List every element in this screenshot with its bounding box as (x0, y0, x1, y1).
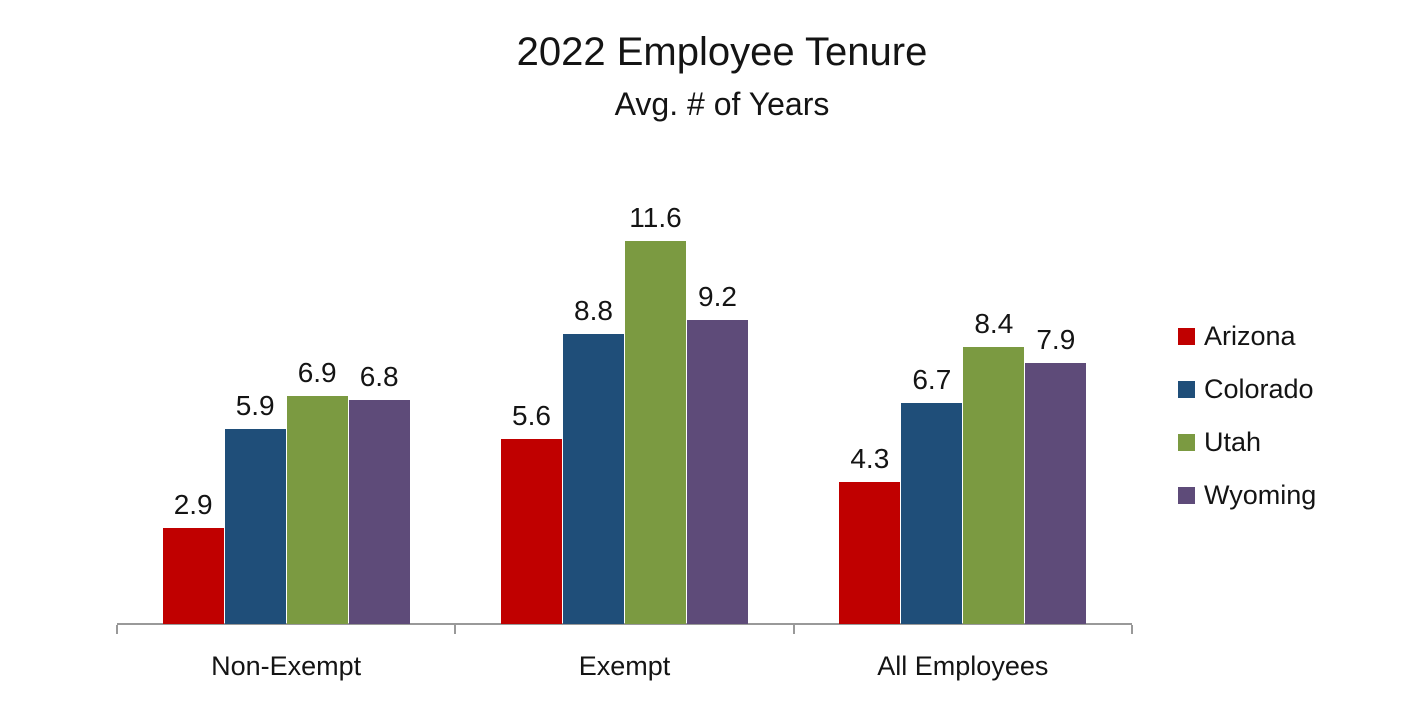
bar-colorado-exempt (563, 334, 624, 624)
bar-value-label: 5.6 (512, 400, 551, 431)
bar-utah-all-employees (963, 347, 1025, 624)
category-label-non-exempt: Non-Exempt (211, 651, 362, 681)
legend-item-arizona: Arizona (1178, 310, 1316, 363)
bar-value-label: 8.8 (574, 295, 613, 326)
bar-value-label: 6.7 (912, 364, 952, 395)
bar-arizona-exempt (501, 439, 562, 624)
legend-item-utah: Utah (1178, 416, 1316, 469)
bar-utah-exempt (625, 241, 686, 624)
bar-value-label: 6.9 (297, 357, 337, 388)
bar-utah-non-exempt (286, 396, 348, 624)
axis-tick (792, 625, 795, 634)
chart-title: 2022 Employee Tenure (516, 30, 928, 74)
legend-label: Arizona (1204, 321, 1296, 351)
legend-item-wyoming: Wyoming (1178, 469, 1316, 522)
legend-label: Wyoming (1204, 480, 1317, 510)
legend-swatch-utah (1178, 434, 1195, 451)
x-axis-line (117, 623, 1132, 625)
axis-tick (454, 625, 457, 634)
legend: Arizona Colorado Utah Wyoming (1178, 310, 1316, 522)
bar-arizona-all-employees (839, 482, 901, 624)
bar-wyoming-all-employees (1025, 363, 1087, 624)
legend-swatch-arizona (1178, 328, 1195, 345)
bar-value-label: 4.3 (850, 443, 890, 474)
axis-tick (116, 625, 118, 634)
axis-tick (1131, 625, 1133, 634)
legend-label: Utah (1204, 427, 1262, 457)
category-label-exempt: Exempt (578, 651, 671, 681)
bar-value-label: 9.2 (698, 281, 737, 312)
legend-item-colorado: Colorado (1178, 363, 1316, 416)
bar-value-label: 2.9 (173, 489, 213, 520)
bar-wyoming-exempt (687, 320, 748, 624)
chart-subtitle: Avg. # of Years (614, 86, 830, 122)
bar-value-label: 6.8 (359, 361, 399, 392)
bar-colorado-all-employees (901, 403, 963, 624)
bar-value-label: 8.4 (974, 308, 1014, 339)
legend-label: Colorado (1204, 374, 1314, 404)
bar-wyoming-non-exempt (348, 400, 410, 624)
legend-swatch-wyoming (1178, 487, 1195, 504)
bar-value-label: 5.9 (235, 390, 275, 421)
bar-value-label: 11.6 (629, 202, 682, 233)
bar-arizona-non-exempt (162, 528, 224, 624)
legend-swatch-colorado (1178, 381, 1195, 398)
category-label-all-employees: All Employees (877, 651, 1049, 681)
bar-colorado-non-exempt (224, 429, 286, 624)
bar-value-label: 7.9 (1036, 324, 1076, 355)
